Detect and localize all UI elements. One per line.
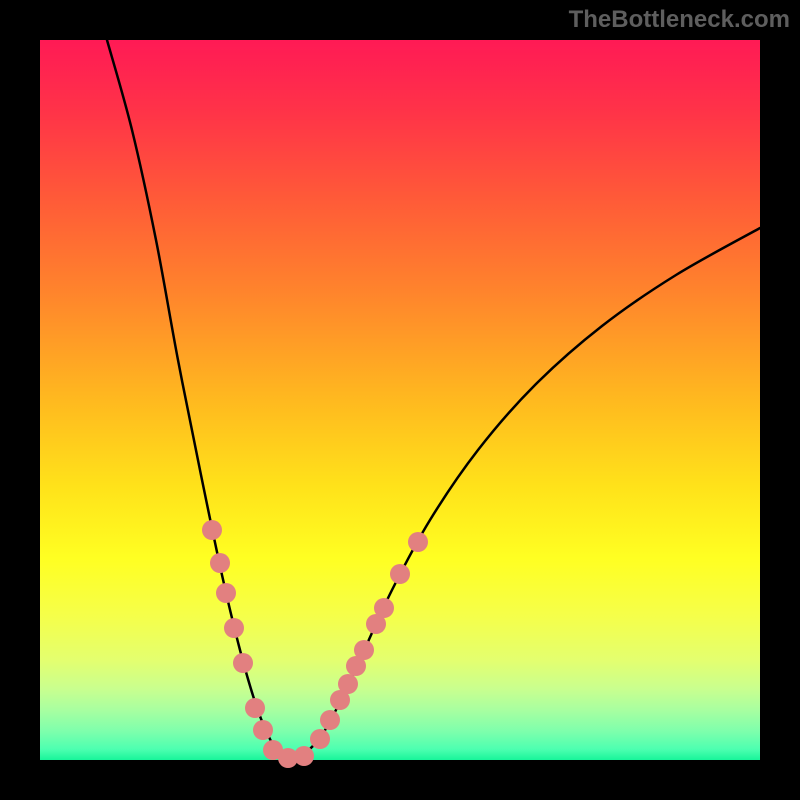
curve-marker-dot	[354, 640, 374, 660]
watermark-text: TheBottleneck.com	[569, 6, 790, 34]
right-bottleneck-curve	[290, 228, 760, 758]
curve-marker-dot	[253, 720, 273, 740]
curve-marker-dot	[202, 520, 222, 540]
left-marker-cluster	[202, 520, 314, 768]
curve-marker-dot	[310, 729, 330, 749]
left-bottleneck-curve	[107, 40, 290, 758]
curve-marker-dot	[216, 583, 236, 603]
curve-marker-dot	[374, 598, 394, 618]
curve-marker-dot	[245, 698, 265, 718]
chart-overlay-svg	[0, 0, 800, 800]
curve-marker-dot	[210, 553, 230, 573]
stage: TheBottleneck.com	[0, 0, 800, 800]
curve-marker-dot	[294, 746, 314, 766]
curve-marker-dot	[408, 532, 428, 552]
curve-marker-dot	[224, 618, 244, 638]
curve-marker-dot	[390, 564, 410, 584]
curve-marker-dot	[233, 653, 253, 673]
curve-marker-dot	[338, 674, 358, 694]
curve-marker-dot	[320, 710, 340, 730]
